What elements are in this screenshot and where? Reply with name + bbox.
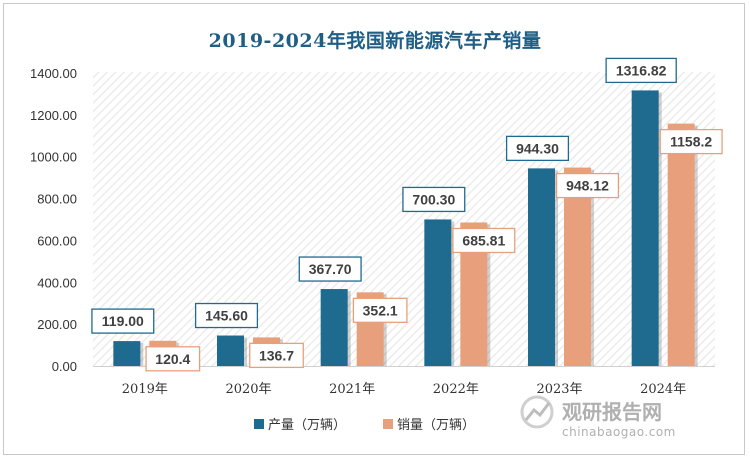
x-tick-label: 2019年 bbox=[122, 382, 168, 397]
label-sales: 948.12 bbox=[555, 172, 620, 199]
data-label-box bbox=[194, 302, 259, 329]
watermark-brand: 观研报告网 bbox=[562, 400, 662, 424]
data-label-box bbox=[605, 57, 677, 84]
data-label-box bbox=[145, 346, 201, 372]
bar-sales bbox=[564, 167, 591, 366]
label-sales: 352.1 bbox=[352, 297, 408, 323]
data-labels: 119.00 145.60 367.70 700.30 944.30 1316.82 120… bbox=[91, 57, 723, 372]
bar-production bbox=[113, 341, 141, 366]
bar-production bbox=[631, 90, 659, 366]
data-label-box bbox=[452, 227, 516, 254]
bar-production bbox=[528, 168, 555, 366]
label-sales: 685.81 bbox=[452, 227, 516, 254]
data-label-text: 700.30 bbox=[412, 191, 455, 207]
y-tick-label: 400.00 bbox=[37, 275, 77, 290]
data-label-text: 944.30 bbox=[516, 140, 559, 156]
data-label-text: 367.70 bbox=[309, 261, 352, 277]
data-label-text: 1316.82 bbox=[616, 62, 667, 78]
data-label-text: 1158.2 bbox=[670, 134, 712, 150]
legend-label-production: 产量（万辆） bbox=[268, 418, 346, 433]
legend: 产量（万辆） 销量（万辆） bbox=[254, 418, 475, 433]
x-tick-label: 2023年 bbox=[536, 382, 582, 397]
watermark-url: chinabaogao.com bbox=[562, 425, 676, 439]
y-tick-label: 200.00 bbox=[37, 317, 77, 332]
data-label-text: 136.7 bbox=[259, 347, 294, 363]
label-production: 367.70 bbox=[298, 256, 362, 282]
y-tick-label: 1400.00 bbox=[30, 66, 77, 81]
data-label-text: 119.00 bbox=[102, 313, 144, 329]
bar-production bbox=[320, 289, 348, 366]
label-production: 700.30 bbox=[402, 186, 466, 213]
x-tick-label: 2021年 bbox=[329, 382, 375, 397]
label-production: 1316.82 bbox=[605, 57, 677, 84]
watermark-logo-icon bbox=[520, 395, 554, 429]
y-tick-label: 600.00 bbox=[37, 233, 77, 248]
data-label-box bbox=[402, 186, 466, 213]
bar-sales bbox=[667, 123, 695, 366]
data-label-text: 948.12 bbox=[566, 178, 609, 194]
legend-label-sales: 销量（万辆） bbox=[397, 418, 475, 433]
data-label-text: 685.81 bbox=[462, 232, 505, 248]
data-label-box bbox=[505, 135, 570, 162]
y-axis: 0.00 200.00 400.00 600.00 800.00 1000.00 1200.… bbox=[30, 66, 77, 374]
legend-swatch-production bbox=[254, 419, 264, 429]
data-label-box bbox=[352, 297, 408, 323]
bar-production bbox=[217, 335, 244, 366]
data-label-box bbox=[91, 308, 155, 334]
legend-swatch-sales bbox=[383, 419, 393, 429]
data-label-box bbox=[555, 172, 620, 199]
data-label-text: 145.60 bbox=[205, 308, 248, 324]
label-production: 119.00 bbox=[91, 308, 155, 334]
label-production: 944.30 bbox=[505, 135, 570, 162]
y-tick-label: 1000.00 bbox=[30, 150, 77, 165]
watermark: 观研报告网 chinabaogao.com bbox=[520, 395, 676, 439]
label-sales: 120.4 bbox=[145, 346, 201, 372]
y-tick-label: 1200.00 bbox=[30, 108, 77, 123]
y-tick-label: 800.00 bbox=[37, 192, 77, 207]
x-tick-label: 2024年 bbox=[640, 382, 686, 397]
x-axis: 2019年 2020年 2021年 2022年 2023年 2024年 bbox=[93, 366, 715, 397]
x-tick-label: 2022年 bbox=[433, 382, 479, 397]
data-label-box bbox=[298, 256, 362, 282]
x-tick-label: 2020年 bbox=[225, 382, 271, 397]
data-label-text: 352.1 bbox=[363, 302, 398, 318]
label-sales: 1158.2 bbox=[659, 128, 723, 155]
data-label-box bbox=[659, 128, 723, 155]
data-label-box bbox=[249, 342, 304, 369]
label-production: 145.60 bbox=[194, 302, 259, 329]
label-sales: 136.7 bbox=[249, 342, 304, 369]
data-label-text: 120.4 bbox=[155, 351, 190, 367]
y-tick-label: 0.00 bbox=[52, 359, 77, 374]
bar-production bbox=[424, 219, 452, 366]
chart-title: 2019-2024年我国新能源汽车产销量 bbox=[208, 30, 542, 52]
